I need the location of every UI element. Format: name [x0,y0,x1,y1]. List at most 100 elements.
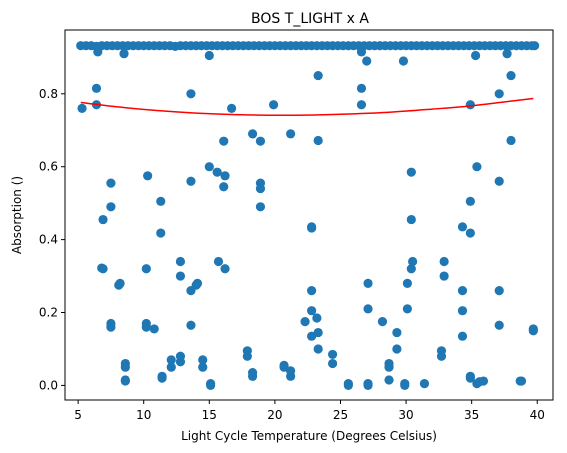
data-point [227,103,237,113]
data-point [506,70,516,81]
data-point [439,271,449,281]
data-point [255,136,266,146]
x-axis-ticks: 5 10 15 20 25 30 35 40 [74,400,545,422]
data-point [313,327,323,338]
data-point [143,171,153,181]
data-point [528,326,538,336]
data-point [465,196,475,206]
data-point [363,278,373,288]
data-point [192,278,203,288]
data-point [247,371,258,381]
data-point [98,214,108,225]
data-point [175,271,186,281]
data-point [457,222,468,232]
data-point [175,351,186,361]
x-tick-label: 30 [398,408,413,422]
data-point [206,380,216,391]
data-point [300,317,310,327]
x-tick-label: 35 [464,408,479,422]
data-point [502,49,512,59]
data-point [307,223,317,233]
data-point [212,167,222,177]
data-point [436,351,447,361]
data-point [198,355,208,365]
data-point [91,83,102,93]
data-point [141,264,151,274]
data-point [343,380,353,391]
y-axis-label: Absorption () [10,176,24,254]
data-point [457,331,468,341]
data-point [313,70,323,81]
data-point [377,317,388,327]
data-point [247,129,258,139]
data-point [362,56,372,66]
data-point [494,286,504,296]
data-point [175,256,186,267]
data-point [220,171,230,181]
data-point [384,375,394,385]
x-tick-label: 15 [202,408,217,422]
data-point [406,167,416,177]
data-point [119,49,129,59]
data-point [186,89,196,99]
y-tick-label: 0.0 [39,378,58,392]
data-point [242,351,252,361]
data-point [419,379,430,389]
data-point [406,264,416,274]
x-tick-label: 40 [530,408,545,422]
data-point [465,100,475,110]
data-point [115,278,125,288]
data-point [400,380,410,391]
data-point [478,376,489,386]
data-point [220,264,230,274]
data-point [97,263,107,273]
data-point [156,228,166,238]
chart-title: BOS T_LIGHT x A [251,11,369,27]
data-point [363,304,373,314]
data-point [328,349,338,360]
data-point [307,306,317,316]
data-point [406,214,416,225]
data-point [363,379,373,389]
data-point [219,182,229,192]
data-point [166,362,176,372]
data-point [149,324,159,334]
y-tick-label: 0.2 [39,306,58,320]
data-point [157,371,167,381]
data-point [120,362,130,372]
data-point [530,41,540,51]
x-tick-label: 10 [136,408,151,422]
data-point [106,178,116,188]
data-point [204,50,214,61]
data-point [77,103,87,113]
data-point [494,176,504,186]
data-point [472,162,482,172]
fit-curve [80,97,534,117]
data-point [313,344,323,354]
data-point [392,327,402,338]
data-point [186,320,196,330]
data-point [213,256,224,267]
data-point [402,304,412,314]
data-point [106,202,116,212]
x-tick-label: 5 [74,408,82,422]
data-point [286,129,296,139]
data-point [392,344,402,354]
y-axis-ticks: 0.0 0.2 0.4 0.6 0.8 [39,87,65,392]
data-point [166,355,176,365]
data-point [186,176,196,186]
y-tick-label: 0.4 [39,233,58,247]
x-tick-label: 20 [267,408,282,422]
data-point [219,136,229,146]
data-point [398,56,409,66]
data-point [457,306,468,316]
data-point [93,47,103,57]
data-point [313,135,323,146]
data-point [106,322,116,332]
data-point [204,162,214,172]
data-point [494,89,504,99]
data-point [156,196,166,206]
y-tick-label: 0.8 [39,87,58,101]
data-point [312,313,322,323]
